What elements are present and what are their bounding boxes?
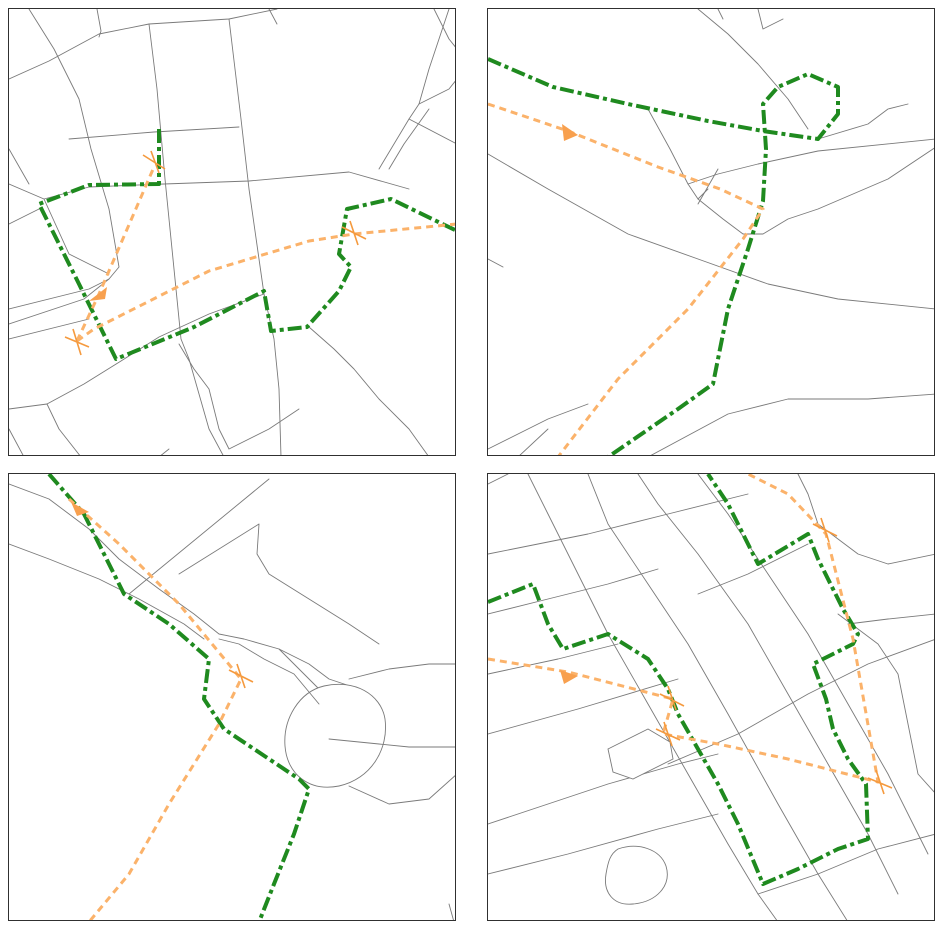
- road: [488, 678, 679, 735]
- road: [9, 171, 410, 200]
- cross-marker-icon: [655, 721, 681, 747]
- road: [488, 474, 509, 485]
- road: [697, 474, 929, 855]
- road: [488, 568, 659, 615]
- map-panel-bottom-right: [487, 473, 935, 921]
- roundabout: [284, 683, 386, 788]
- road: [697, 168, 719, 205]
- road: [9, 278, 110, 310]
- road: [9, 543, 205, 640]
- road: [9, 483, 360, 690]
- road: [218, 638, 320, 705]
- road-network: [488, 9, 934, 455]
- map-panel-bottom-left: [8, 473, 456, 921]
- road: [488, 643, 619, 675]
- road: [837, 613, 934, 793]
- road: [448, 903, 454, 920]
- road: [488, 403, 589, 450]
- orange-route: [488, 102, 765, 455]
- road: [348, 775, 455, 805]
- roundabout: [605, 845, 668, 905]
- road: [647, 108, 934, 235]
- map-panel-top-left: [8, 8, 456, 456]
- orange-route: [75, 166, 156, 342]
- road-network: [9, 9, 455, 455]
- road: [9, 403, 81, 455]
- road-network: [9, 478, 455, 920]
- road: [160, 448, 170, 455]
- cross-marker-icon: [64, 328, 90, 356]
- road: [667, 639, 934, 765]
- arrowhead-icon: [89, 287, 107, 301]
- map-panel-top-right: [487, 8, 935, 456]
- road: [488, 153, 934, 310]
- orange-route: [488, 474, 880, 784]
- road: [797, 474, 934, 565]
- road: [128, 478, 270, 595]
- road: [527, 474, 778, 920]
- arrowhead-icon: [560, 670, 578, 684]
- road-network: [488, 474, 934, 920]
- road: [9, 428, 24, 455]
- road: [388, 108, 430, 170]
- road: [637, 474, 899, 895]
- road: [488, 753, 719, 825]
- road: [433, 9, 455, 48]
- cross-marker-icon: [659, 685, 685, 711]
- road: [817, 103, 909, 140]
- green-route: [47, 474, 311, 920]
- road: [43, 198, 110, 275]
- cross-marker-icon: [341, 220, 367, 246]
- road: [697, 543, 809, 595]
- road: [228, 18, 282, 455]
- green-route: [488, 57, 840, 455]
- road: [9, 9, 278, 80]
- cross-marker-icon: [142, 150, 166, 174]
- orange-route: [67, 497, 243, 920]
- road: [328, 738, 455, 748]
- road: [308, 326, 429, 455]
- road: [9, 318, 90, 340]
- road: [408, 118, 455, 144]
- road: [178, 523, 380, 645]
- road: [757, 9, 784, 30]
- road: [687, 138, 934, 185]
- arrowhead-icon: [562, 124, 578, 141]
- road: [650, 393, 934, 455]
- road: [148, 23, 224, 455]
- map-canvas: [9, 9, 455, 455]
- green-route: [37, 129, 455, 361]
- green-route: [488, 474, 870, 886]
- road: [178, 343, 300, 450]
- road: [378, 80, 455, 170]
- cross-marker-icon: [812, 517, 838, 543]
- road: [348, 663, 455, 680]
- arrowhead-icon: [71, 502, 89, 516]
- road: [268, 9, 278, 25]
- map-canvas: [488, 474, 934, 920]
- road: [96, 9, 102, 38]
- cross-marker-icon: [867, 769, 893, 795]
- road: [717, 9, 724, 20]
- road: [9, 148, 30, 185]
- road: [488, 258, 504, 268]
- road: [847, 613, 934, 625]
- cross-marker-icon: [228, 663, 254, 689]
- orange-route: [76, 222, 455, 343]
- road: [9, 9, 120, 325]
- map-canvas: [488, 9, 934, 455]
- road: [757, 834, 934, 895]
- map-canvas: [9, 474, 455, 920]
- road: [68, 126, 240, 140]
- road: [488, 813, 719, 875]
- road: [697, 188, 709, 200]
- building-block: [607, 728, 674, 780]
- road: [418, 9, 450, 105]
- road: [488, 493, 749, 555]
- road: [697, 9, 809, 130]
- road: [519, 428, 549, 455]
- road: [9, 208, 40, 225]
